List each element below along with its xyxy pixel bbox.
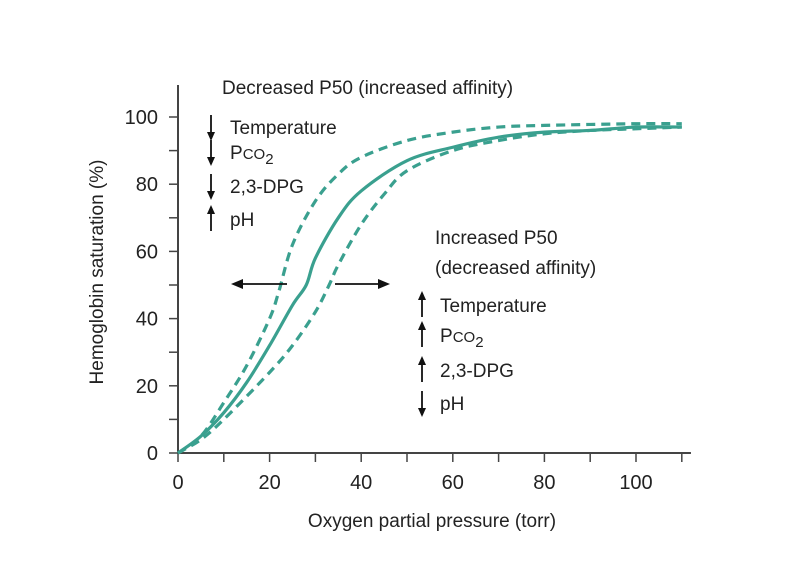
left-arrow-down-icon bbox=[207, 191, 215, 200]
x-tick-label: 100 bbox=[619, 472, 652, 494]
right-annotation-title-1: Increased P50 bbox=[435, 228, 558, 249]
left-factor-label: 2,3-DPG bbox=[230, 177, 304, 198]
annotation-lists: Temperature PCO2 2,3-DPG pH Temperature PCO2 2… bbox=[207, 115, 547, 417]
right-shifted-curve bbox=[177, 125, 682, 455]
left-factor-label: PCO2 bbox=[230, 143, 274, 168]
y-tick-label: 40 bbox=[136, 309, 158, 331]
left-annotation-title: Decreased P50 (increased affinity) bbox=[222, 78, 513, 99]
right-factor-label: PCO2 bbox=[440, 326, 484, 351]
curves bbox=[177, 121, 682, 455]
x-tick-label: 80 bbox=[533, 472, 555, 494]
arrow-left-icon bbox=[231, 279, 243, 289]
y-axis-title: Hemoglobin saturation (%) bbox=[87, 160, 108, 385]
right-arrow-down-icon bbox=[418, 408, 426, 417]
y-tick-label: 0 bbox=[147, 443, 158, 465]
left-shifted-curve bbox=[177, 121, 682, 455]
right-factor-label: pH bbox=[440, 394, 464, 415]
y-tick-label: 20 bbox=[136, 376, 158, 398]
y-tick-label: 80 bbox=[136, 174, 158, 196]
left-arrow-up-icon bbox=[207, 205, 215, 214]
left-arrow-down-icon bbox=[207, 157, 215, 166]
x-tick-label: 0 bbox=[172, 472, 183, 494]
axes: 0 20 40 60 80 100 0 20 40 60 80 100 bbox=[125, 85, 691, 494]
right-arrow-up-icon bbox=[418, 291, 426, 300]
x-tick-label: 40 bbox=[350, 472, 372, 494]
x-tick-label: 60 bbox=[442, 472, 464, 494]
x-axis-title: Oxygen partial pressure (torr) bbox=[308, 511, 556, 532]
x-tick-label: 20 bbox=[258, 472, 280, 494]
right-factor-label: Temperature bbox=[440, 296, 547, 317]
left-arrow-down-icon bbox=[207, 132, 215, 141]
arrow-right-icon bbox=[378, 279, 390, 289]
y-tick-label: 60 bbox=[136, 241, 158, 263]
normal-curve bbox=[177, 125, 682, 455]
right-arrow-up-icon bbox=[418, 321, 426, 330]
left-factor-label: pH bbox=[230, 210, 254, 231]
right-annotation-title-2: (decreased affinity) bbox=[435, 258, 596, 279]
left-factor-label: Temperature bbox=[230, 118, 337, 139]
right-arrow-up-icon bbox=[418, 356, 426, 365]
right-factor-label: 2,3-DPG bbox=[440, 361, 514, 382]
y-tick-label: 100 bbox=[125, 107, 158, 129]
